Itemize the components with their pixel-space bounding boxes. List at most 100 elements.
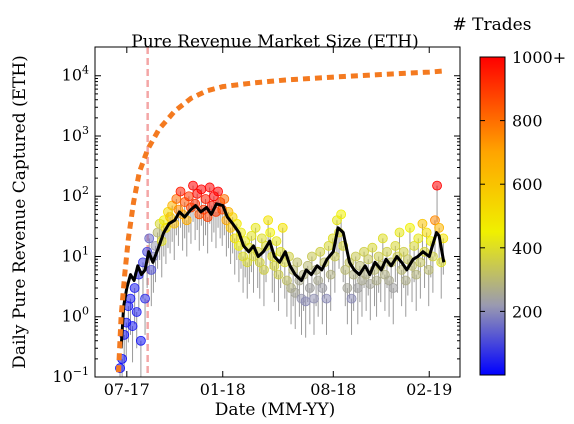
chart-title: Pure Revenue Market Size (ETH) bbox=[131, 32, 418, 52]
axes: 10−1 100 101 102 103 104 07-17 01-18 08-18 02-19 bbox=[52, 47, 460, 399]
scatter-point bbox=[423, 264, 434, 275]
colorbar-tick-label: 600 bbox=[512, 175, 543, 194]
y-tick-label: 104 bbox=[62, 64, 89, 85]
scatter-point bbox=[373, 251, 384, 262]
scatter-point bbox=[256, 233, 267, 244]
scatter-point bbox=[263, 215, 274, 226]
scatter-point bbox=[300, 296, 311, 307]
scatter-point bbox=[421, 227, 432, 238]
scatter-point bbox=[290, 287, 301, 298]
scatter-point bbox=[325, 269, 336, 280]
scatter-point bbox=[242, 257, 253, 268]
daily-revenue-line bbox=[119, 202, 446, 349]
scatter-point bbox=[309, 293, 319, 304]
scatter-point bbox=[415, 257, 426, 268]
scatter-point bbox=[146, 264, 157, 275]
scatter-point bbox=[183, 191, 194, 202]
colorbar bbox=[479, 56, 506, 376]
y-tick-label: 103 bbox=[62, 124, 89, 145]
scatter-point bbox=[188, 180, 198, 191]
scatter-point bbox=[127, 321, 138, 331]
scatter-point bbox=[271, 236, 282, 247]
scatter-point bbox=[246, 230, 257, 241]
scatter-point bbox=[229, 233, 240, 244]
scatter-point bbox=[304, 283, 315, 293]
plot-area bbox=[115, 47, 449, 377]
scatter-point bbox=[292, 257, 303, 268]
scatter-point bbox=[342, 283, 353, 293]
scatter-point bbox=[388, 283, 399, 293]
scatter-point bbox=[352, 283, 363, 293]
scatter-point bbox=[371, 275, 382, 286]
scatter-point bbox=[409, 240, 420, 251]
scatter-point bbox=[340, 264, 351, 275]
scatter-point bbox=[390, 240, 401, 251]
colorbar-tick-label: 1000+ bbox=[512, 48, 566, 67]
colorbar-title: # Trades bbox=[453, 15, 532, 35]
scatter-point bbox=[213, 186, 223, 197]
scatter-point bbox=[382, 246, 392, 257]
scatter-point bbox=[432, 180, 442, 191]
scatter-point bbox=[135, 335, 146, 346]
scatter-points bbox=[115, 180, 449, 374]
scatter-point bbox=[394, 227, 405, 238]
scatter-point bbox=[321, 293, 332, 304]
scatter-point bbox=[315, 246, 326, 257]
y-tick-label: 10−1 bbox=[52, 365, 89, 386]
scatter-point bbox=[400, 275, 411, 286]
scatter-point bbox=[204, 182, 215, 193]
x-tick-label: 08-18 bbox=[310, 380, 356, 399]
scatter-point bbox=[377, 233, 388, 244]
y-tick-label: 100 bbox=[62, 305, 89, 326]
scatter-point bbox=[259, 264, 269, 275]
scatter-point bbox=[317, 283, 328, 293]
scatter-point bbox=[140, 293, 150, 304]
cumulative-revenue-line bbox=[116, 68, 444, 373]
scatter-point bbox=[359, 246, 369, 257]
colorbar-ticks: 200 400 600 800 1000+ bbox=[480, 48, 566, 321]
scatter-point bbox=[434, 222, 445, 233]
scatter-point bbox=[254, 257, 265, 268]
scatter-point bbox=[175, 186, 186, 197]
scatter-point bbox=[265, 227, 276, 238]
scatter-point bbox=[367, 242, 378, 253]
scatter-point bbox=[313, 275, 324, 286]
scatter-point bbox=[171, 194, 182, 204]
scatter-point bbox=[350, 251, 361, 262]
scatter-point bbox=[411, 269, 422, 280]
scatter-point bbox=[273, 269, 284, 280]
scatter-point bbox=[131, 307, 142, 317]
plot-frame bbox=[94, 46, 461, 378]
scatter-point bbox=[144, 233, 155, 244]
scatter-point bbox=[250, 222, 261, 233]
scatter-point bbox=[125, 293, 136, 304]
colorbar-tick-label: 400 bbox=[512, 239, 543, 258]
y-tick-label: 101 bbox=[62, 244, 89, 265]
scatter-point bbox=[277, 222, 288, 233]
y-tick-label: 102 bbox=[62, 184, 89, 205]
scatter-point bbox=[417, 218, 428, 229]
scatter-point bbox=[430, 215, 440, 226]
colorbar-tick-label: 200 bbox=[512, 302, 543, 321]
scatter-point bbox=[346, 293, 357, 304]
scatter-point bbox=[405, 222, 415, 233]
scatter-point bbox=[152, 227, 163, 238]
x-tick-label: 02-19 bbox=[406, 380, 452, 399]
scatter-point bbox=[307, 251, 317, 262]
x-tick-label: 07-17 bbox=[104, 380, 150, 399]
scatter-point bbox=[398, 246, 409, 257]
scatter-point bbox=[384, 275, 394, 286]
scatter-point bbox=[219, 194, 230, 204]
scatter-point bbox=[363, 254, 374, 265]
scatter-point bbox=[129, 283, 140, 293]
scatter-point bbox=[413, 233, 424, 244]
x-axis-label: Date (MM-YY) bbox=[215, 400, 335, 420]
y-axis-label: Daily Pure Revenue Captured (ETH) bbox=[10, 55, 30, 369]
scatter-point bbox=[302, 260, 313, 271]
scatter-point bbox=[336, 209, 347, 220]
scatter-point bbox=[269, 260, 280, 271]
x-tick-label: 01-18 bbox=[200, 380, 246, 399]
scatter-point bbox=[281, 275, 292, 286]
scatter-point bbox=[196, 184, 207, 195]
